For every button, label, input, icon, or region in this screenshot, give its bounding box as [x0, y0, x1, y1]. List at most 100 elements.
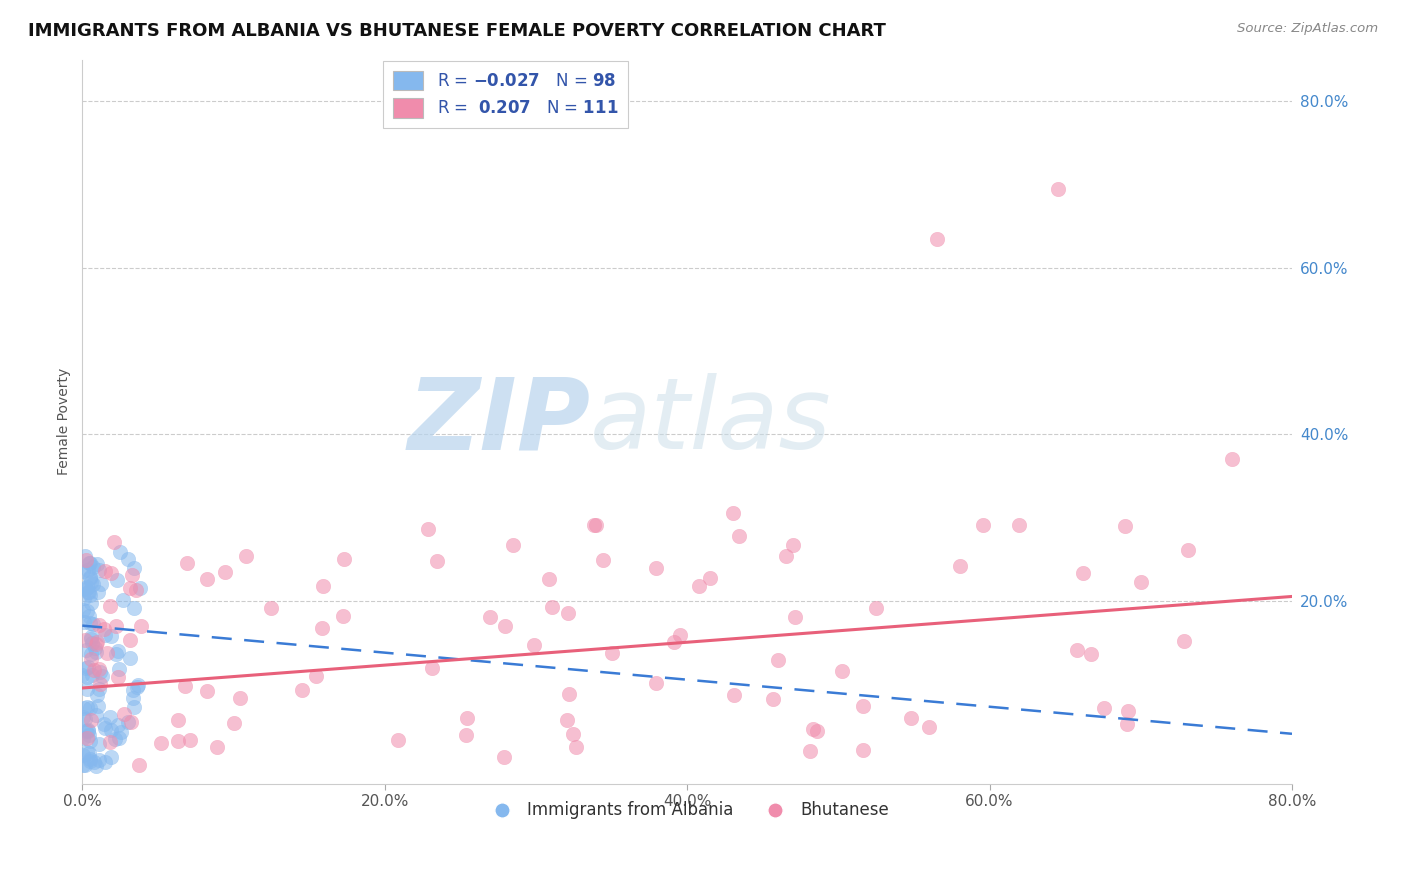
- Point: [1173, 634, 1195, 648]
- Point: [90, 577, 112, 591]
- Point: [86, 635, 108, 649]
- Point: [84, 641, 107, 656]
- Point: [1129, 574, 1152, 589]
- Point: [98, 735, 121, 749]
- Point: [77, 728, 100, 742]
- Point: [82, 577, 104, 591]
- Point: [98, 710, 121, 724]
- Point: [72, 757, 94, 772]
- Point: [83, 663, 105, 677]
- Point: [150, 736, 173, 750]
- Text: ZIP: ZIP: [408, 373, 591, 470]
- Point: [77, 556, 100, 570]
- Point: [121, 568, 143, 582]
- Point: [108, 663, 131, 677]
- Point: [775, 549, 797, 563]
- Point: [664, 635, 686, 649]
- Point: [87, 753, 110, 767]
- Point: [645, 561, 668, 575]
- Point: [782, 538, 804, 552]
- Point: [105, 573, 128, 587]
- Point: [557, 713, 579, 727]
- Point: [94, 628, 117, 642]
- Point: [195, 684, 218, 698]
- Point: [80, 630, 103, 644]
- Point: [456, 728, 478, 742]
- Point: [502, 539, 524, 553]
- Text: IMMIGRANTS FROM ALBANIA VS BHUTANESE FEMALE POVERTY CORRELATION CHART: IMMIGRANTS FROM ALBANIA VS BHUTANESE FEM…: [28, 22, 886, 40]
- Point: [120, 715, 142, 730]
- Point: [852, 699, 875, 714]
- Point: [93, 755, 115, 769]
- Point: [565, 740, 588, 755]
- Point: [305, 669, 328, 683]
- Point: [728, 529, 751, 543]
- Point: [118, 651, 141, 665]
- Point: [107, 644, 129, 658]
- Point: [80, 632, 103, 647]
- Point: [100, 750, 122, 764]
- Point: [205, 740, 228, 755]
- Point: [77, 660, 100, 674]
- Point: [195, 572, 218, 586]
- Point: [806, 723, 828, 738]
- Point: [644, 676, 666, 690]
- Point: [723, 689, 745, 703]
- Point: [87, 681, 110, 696]
- Point: [122, 600, 145, 615]
- Point: [117, 715, 139, 730]
- Point: [84, 707, 107, 722]
- Point: [86, 699, 108, 714]
- Point: [75, 712, 97, 726]
- Point: [100, 566, 122, 580]
- Point: [479, 610, 502, 624]
- Point: [76, 670, 98, 684]
- Point: [167, 734, 190, 748]
- Point: [416, 522, 439, 536]
- Point: [592, 553, 614, 567]
- Point: [229, 690, 252, 705]
- Point: [426, 554, 449, 568]
- Point: [537, 572, 560, 586]
- Point: [93, 622, 115, 636]
- Point: [89, 663, 111, 677]
- Point: [76, 585, 98, 599]
- Point: [669, 628, 692, 642]
- Point: [107, 670, 129, 684]
- Point: [77, 585, 100, 599]
- Point: [831, 664, 853, 678]
- Point: [86, 689, 108, 703]
- Point: [91, 669, 114, 683]
- Point: [494, 618, 516, 632]
- Point: [127, 680, 149, 694]
- Point: [118, 581, 141, 595]
- Point: [122, 700, 145, 714]
- Point: [89, 737, 111, 751]
- Point: [72, 710, 94, 724]
- Point: [332, 609, 354, 624]
- Point: [73, 758, 96, 772]
- Point: [72, 747, 94, 762]
- Point: [925, 231, 948, 245]
- Point: [80, 635, 103, 649]
- Point: [76, 700, 98, 714]
- Point: [80, 713, 103, 727]
- Point: [125, 583, 148, 598]
- Legend: Immigrants from Albania, Bhutanese: Immigrants from Albania, Bhutanese: [479, 795, 896, 826]
- Text: Source: ZipAtlas.com: Source: ZipAtlas.com: [1237, 22, 1378, 36]
- Point: [77, 609, 100, 624]
- Point: [583, 518, 606, 533]
- Point: [80, 574, 103, 589]
- Point: [84, 645, 107, 659]
- Point: [420, 660, 443, 674]
- Point: [699, 571, 721, 585]
- Point: [75, 581, 97, 595]
- Point: [73, 591, 96, 605]
- Point: [79, 752, 101, 766]
- Point: [76, 731, 98, 745]
- Point: [1046, 181, 1069, 195]
- Point: [84, 637, 107, 651]
- Point: [110, 725, 132, 739]
- Point: [79, 595, 101, 609]
- Point: [260, 601, 283, 615]
